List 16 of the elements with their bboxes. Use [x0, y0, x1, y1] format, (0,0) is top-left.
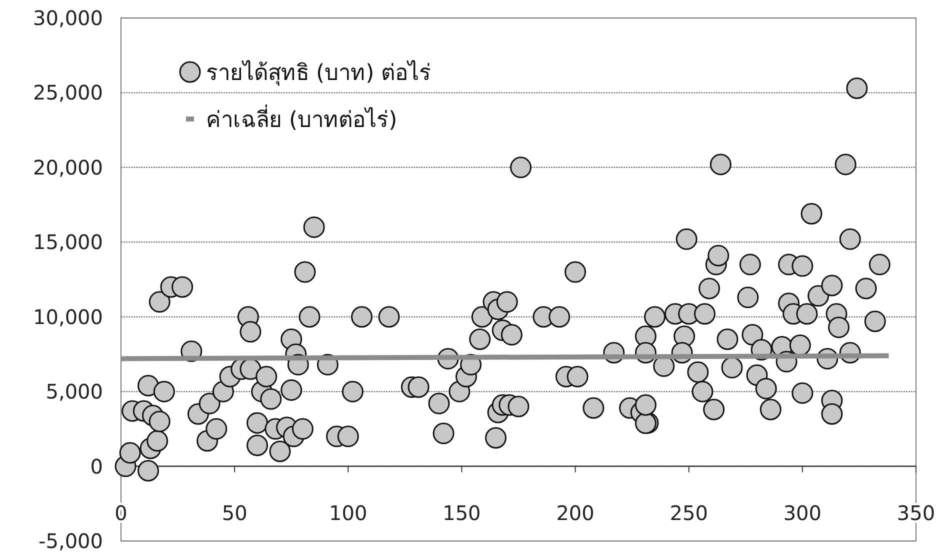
x-tick-label: 300	[783, 501, 822, 525]
y-tick-label: 30,000	[33, 6, 103, 30]
x-tick-label: 150	[442, 501, 481, 525]
y-tick-label: 0	[90, 454, 103, 478]
y-tick-label: 15,000	[33, 230, 103, 254]
y-tick-label: 20,000	[33, 155, 103, 180]
y-tick-label: 25,000	[33, 80, 103, 105]
y-tick-label: -5,000	[38, 529, 103, 553]
legend-label: รายได้สุทธิ (บาท) ต่อไร่	[206, 60, 432, 86]
y-tick-label: 5,000	[46, 380, 103, 404]
x-tick-label: 100	[329, 501, 368, 525]
x-tick-label: 50	[222, 501, 248, 525]
legend-label: ค่าเฉลี่ย (บาทต่อไร่)	[206, 104, 398, 133]
x-tick-label: 250	[670, 501, 708, 525]
x-tick-label: 200	[556, 501, 594, 525]
y-tick-label: 10,000	[33, 304, 103, 329]
